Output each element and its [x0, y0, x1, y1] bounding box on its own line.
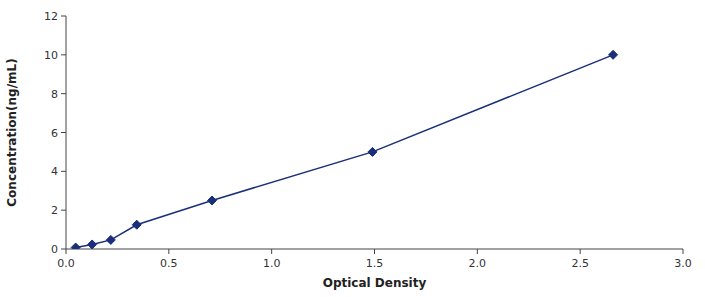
y-tick-label: 8	[51, 88, 58, 101]
x-tick	[477, 249, 478, 254]
y-tick	[61, 132, 66, 133]
chart-container: 0.0 0.5 1.0 1.5 2.0 2.5 3.0 0 2 4 6 8 10 12 Optical De…	[0, 0, 705, 297]
x-tick-label: 2.0	[469, 257, 487, 270]
x-tick-label: 1.5	[366, 257, 384, 270]
y-tick-label: 4	[51, 165, 58, 178]
y-tick	[61, 93, 66, 94]
marker	[368, 147, 377, 156]
plot-data	[71, 50, 617, 249]
x-tick	[168, 249, 169, 254]
y-tick-label: 10	[44, 49, 58, 62]
x-axis-label: Optical Density	[323, 276, 427, 290]
x-tick-label: 0.5	[160, 257, 178, 270]
marker	[88, 240, 97, 249]
y-tick	[61, 54, 66, 55]
x-tick	[374, 249, 375, 254]
axes: 0.0 0.5 1.0 1.5 2.0 2.5 3.0 0 2 4 6 8 10 12	[44, 10, 692, 270]
x-tick-label: 0.0	[57, 257, 75, 270]
y-tick	[61, 249, 66, 250]
page: {"chart_data": {"type": "line", "x": [0.…	[0, 0, 705, 297]
y-tick	[61, 210, 66, 211]
marker	[609, 50, 618, 59]
y-tick-label: 2	[51, 204, 58, 217]
line	[76, 55, 613, 248]
y-tick-label: 6	[51, 127, 58, 140]
marker	[106, 235, 115, 244]
y-tick	[61, 171, 66, 172]
marker	[208, 196, 217, 205]
x-tick	[66, 249, 67, 254]
marker	[132, 220, 141, 229]
chart-svg: 0.0 0.5 1.0 1.5 2.0 2.5 3.0 0 2 4 6 8 10 12 Optical De…	[0, 0, 705, 297]
x-tick-label: 3.0	[674, 257, 692, 270]
y-axis-label: Concentration(ng/mL)	[5, 58, 19, 206]
marker	[71, 243, 80, 249]
y-tick	[61, 16, 66, 17]
x-tick	[580, 249, 581, 254]
y-tick-label: 0	[51, 243, 58, 256]
x-tick-label: 1.0	[263, 257, 281, 270]
x-tick	[683, 249, 684, 254]
y-tick-label: 12	[44, 10, 58, 23]
x-tick	[271, 249, 272, 254]
x-tick-label: 2.5	[571, 257, 589, 270]
